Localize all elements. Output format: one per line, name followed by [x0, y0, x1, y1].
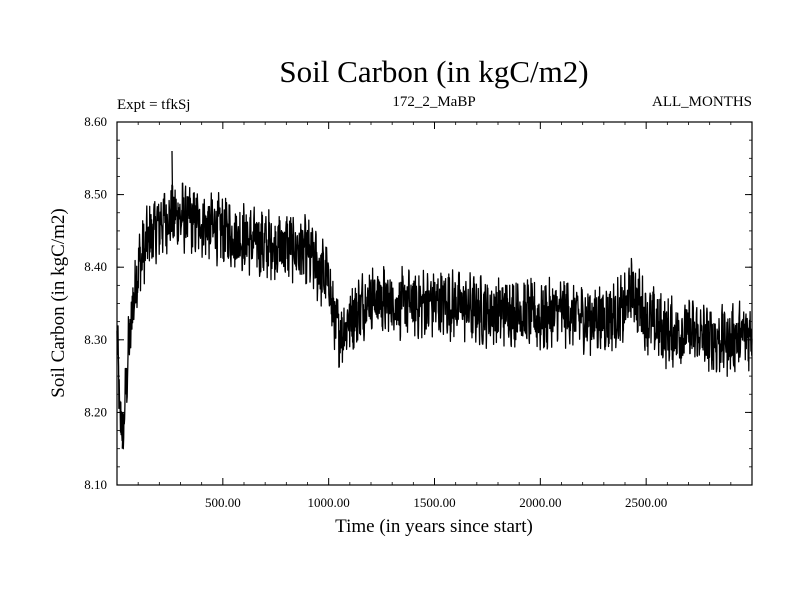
x-tick-label: 1000.00: [308, 495, 350, 510]
x-tick-label: 2000.00: [519, 495, 561, 510]
months-label: ALL_MONTHS: [652, 94, 752, 110]
y-tick-label: 8.40: [84, 259, 107, 274]
y-tick-label: 8.60: [84, 114, 107, 129]
series-line-soil-carbon: [116, 150, 753, 450]
y-tick-label: 8.10: [84, 477, 107, 492]
plot-frame: [116, 121, 753, 486]
y-tick-label: 8.50: [84, 187, 107, 202]
experiment-label: Expt = tfkSj: [117, 97, 190, 113]
x-tick-label: 500.00: [205, 495, 241, 510]
chart-title: Soil Carbon (in kgC/m2): [279, 54, 588, 89]
period-label: 172_2_MaBP: [392, 94, 475, 110]
x-tick-label: 2500.00: [625, 495, 667, 510]
y-tick-label: 8.20: [84, 404, 107, 419]
x-axis-label: Time (in years since start): [335, 516, 533, 537]
y-axis-label: Soil Carbon (in kgC/m2): [48, 208, 69, 397]
x-tick-label: 1500.00: [413, 495, 455, 510]
y-tick-label: 8.30: [84, 332, 107, 347]
